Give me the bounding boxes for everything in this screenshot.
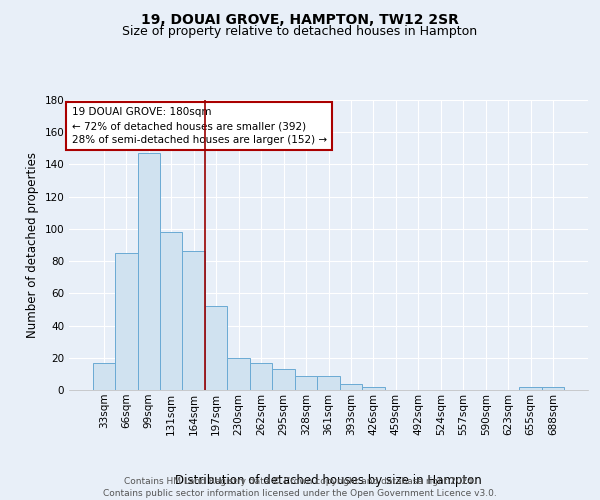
Bar [272, 369, 295, 390]
X-axis label: Distribution of detached houses by size in Hampton: Distribution of detached houses by size … [175, 474, 482, 487]
Text: Contains HM Land Registry data © Crown copyright and database right 2024.
Contai: Contains HM Land Registry data © Crown c… [103, 476, 497, 498]
Bar [362, 387, 385, 390]
Bar [137, 153, 160, 390]
Bar [205, 306, 227, 390]
Bar [520, 387, 542, 390]
Bar [295, 376, 317, 390]
Bar [340, 384, 362, 390]
Bar [542, 387, 565, 390]
Bar [115, 253, 137, 390]
Bar [92, 362, 115, 390]
Text: Size of property relative to detached houses in Hampton: Size of property relative to detached ho… [122, 25, 478, 38]
Bar [160, 232, 182, 390]
Bar [317, 376, 340, 390]
Y-axis label: Number of detached properties: Number of detached properties [26, 152, 39, 338]
Bar [250, 362, 272, 390]
Text: 19, DOUAI GROVE, HAMPTON, TW12 2SR: 19, DOUAI GROVE, HAMPTON, TW12 2SR [141, 12, 459, 26]
Text: 19 DOUAI GROVE: 180sqm
← 72% of detached houses are smaller (392)
28% of semi-de: 19 DOUAI GROVE: 180sqm ← 72% of detached… [71, 108, 327, 146]
Bar [227, 358, 250, 390]
Bar [182, 252, 205, 390]
